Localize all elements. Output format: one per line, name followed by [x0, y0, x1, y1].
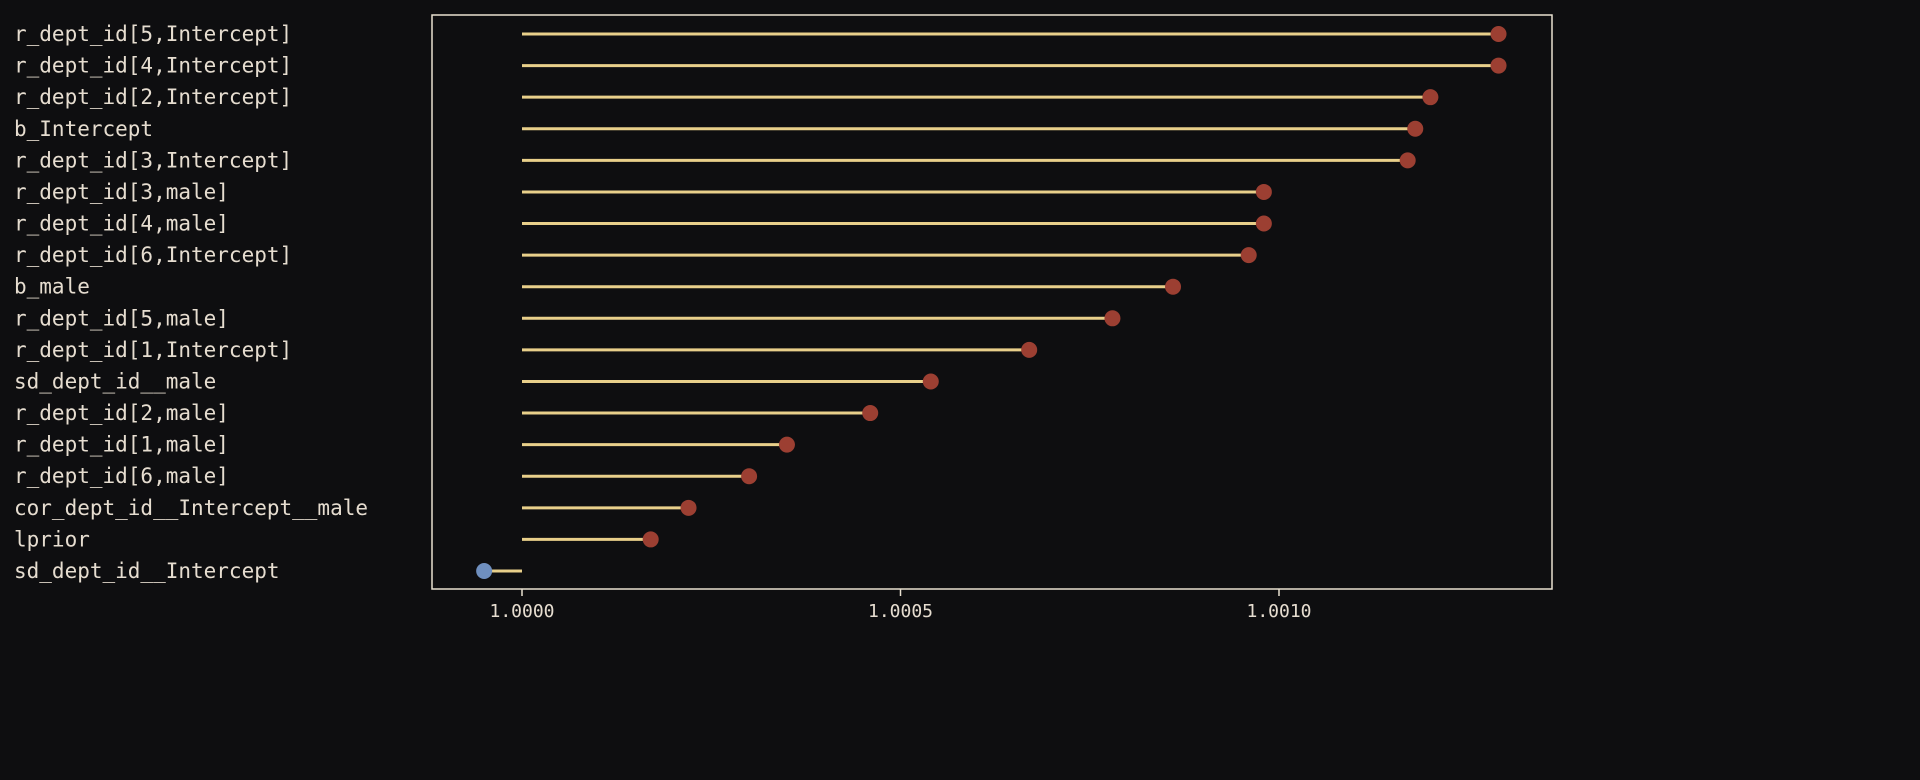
- data-point: [862, 405, 879, 422]
- data-point: [1021, 341, 1038, 358]
- category-label: lprior: [14, 527, 90, 551]
- data-point: [1240, 247, 1257, 264]
- category-label: b_Intercept: [14, 117, 153, 141]
- data-point: [642, 531, 659, 548]
- data-point: [922, 373, 939, 390]
- category-label: r_dept_id[6,male]: [14, 464, 229, 488]
- x-tick-label: 1.0000: [489, 601, 554, 622]
- data-point: [1165, 278, 1182, 295]
- category-label: r_dept_id[1,male]: [14, 433, 229, 457]
- data-point: [1255, 183, 1272, 200]
- data-point: [1490, 57, 1507, 74]
- category-label: r_dept_id[2,Intercept]: [14, 85, 292, 109]
- plot-frame: [431, 14, 1553, 590]
- category-label: cor_dept_id__Intercept__male: [14, 496, 368, 520]
- category-label: r_dept_id[6,Intercept]: [14, 243, 292, 267]
- x-tick-label: 1.0010: [1246, 601, 1311, 622]
- data-point: [476, 563, 493, 579]
- category-label: r_dept_id[5,male]: [14, 306, 229, 330]
- data-point: [741, 468, 758, 485]
- category-label: r_dept_id[3,male]: [14, 180, 229, 204]
- data-point: [1422, 89, 1439, 106]
- data-point: [1104, 310, 1121, 327]
- x-tick-label: 1.0005: [868, 601, 933, 622]
- data-point: [778, 436, 795, 453]
- category-label: r_dept_id[4,male]: [14, 212, 229, 236]
- category-label: sd_dept_id__male: [14, 369, 216, 393]
- data-point: [1399, 152, 1416, 169]
- data-point: [1255, 215, 1272, 232]
- category-label: r_dept_id[1,Intercept]: [14, 338, 292, 362]
- category-label: r_dept_id[4,Intercept]: [14, 54, 292, 78]
- category-label: sd_dept_id__Intercept: [14, 559, 280, 583]
- data-point: [1490, 26, 1507, 42]
- category-label: b_male: [14, 275, 90, 299]
- category-label: r_dept_id[5,Intercept]: [14, 22, 292, 46]
- data-point: [1407, 120, 1424, 137]
- category-label: r_dept_id[2,male]: [14, 401, 229, 425]
- data-point: [680, 499, 697, 516]
- category-label: r_dept_id[3,Intercept]: [14, 148, 292, 172]
